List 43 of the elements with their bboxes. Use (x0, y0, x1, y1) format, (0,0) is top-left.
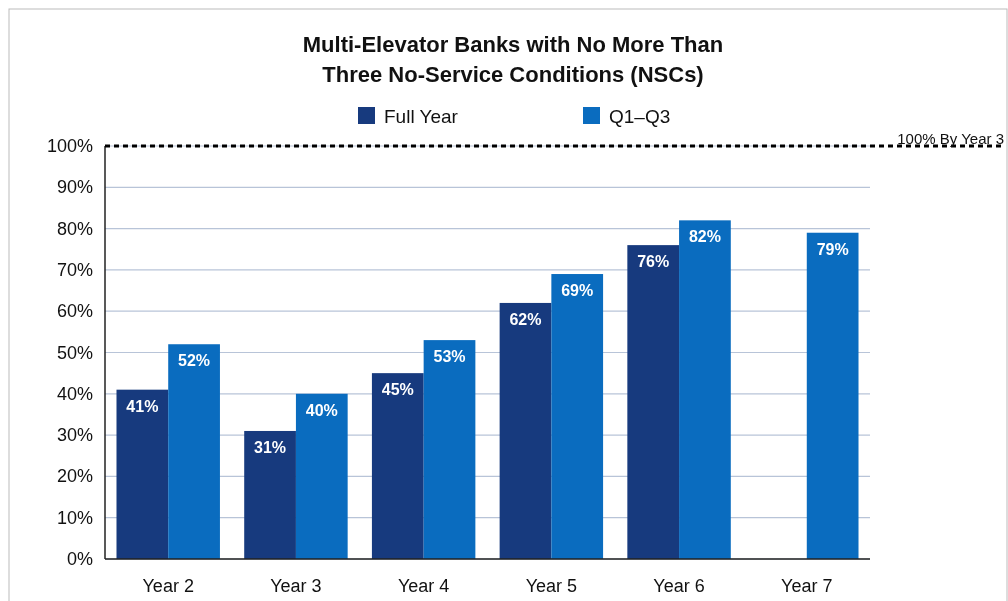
bar (371, 373, 424, 559)
data-label: 31% (254, 438, 287, 456)
ref-line-label: 100% By Year 3 (897, 130, 1004, 147)
y-tick-label: 20% (56, 466, 93, 487)
data-label: 79% (816, 240, 849, 258)
data-label: 76% (637, 253, 670, 271)
data-label: 69% (561, 282, 594, 300)
y-tick-label: 60% (56, 301, 93, 322)
x-tick-label: Year 5 (525, 576, 578, 596)
bar (679, 220, 731, 559)
data-label: 62% (509, 310, 542, 328)
bar (551, 274, 604, 559)
bar (295, 393, 348, 559)
x-tick-label: Year 3 (270, 576, 322, 596)
x-tick-label: Year 2 (142, 576, 194, 596)
y-tick-label: 40% (56, 383, 93, 404)
y-tick-label: 80% (56, 218, 93, 239)
y-tick-label: 0% (66, 549, 93, 569)
data-label: 53% (433, 348, 466, 366)
y-tick-label: 90% (56, 177, 93, 198)
data-label: 45% (381, 381, 414, 399)
x-tick-label: Year 7 (781, 576, 833, 596)
y-tick-label: 100% (46, 136, 93, 156)
legend-label: Q1–Q3 (609, 106, 671, 127)
y-tick-label: 30% (56, 425, 93, 446)
legend-label: Full Year (384, 106, 459, 127)
data-label: 41% (126, 397, 159, 415)
y-tick-label: 70% (56, 259, 93, 280)
bar (168, 344, 220, 559)
data-label: 40% (305, 401, 338, 419)
bar (806, 232, 859, 559)
y-tick-label: 50% (56, 342, 93, 363)
chart-title: Multi-Elevator Banks with No More Than Three No-Service Conditions (NSCs) (302, 32, 724, 87)
bar (116, 389, 169, 559)
x-tick-label: Year 4 (397, 576, 450, 596)
data-label: 82% (688, 228, 721, 246)
bar (423, 340, 476, 559)
bar (499, 302, 552, 559)
data-label: 52% (178, 352, 211, 370)
y-tick-label: 10% (56, 507, 93, 528)
bar (244, 430, 296, 559)
bar (627, 245, 680, 559)
x-tick-label: Year 6 (653, 576, 705, 596)
